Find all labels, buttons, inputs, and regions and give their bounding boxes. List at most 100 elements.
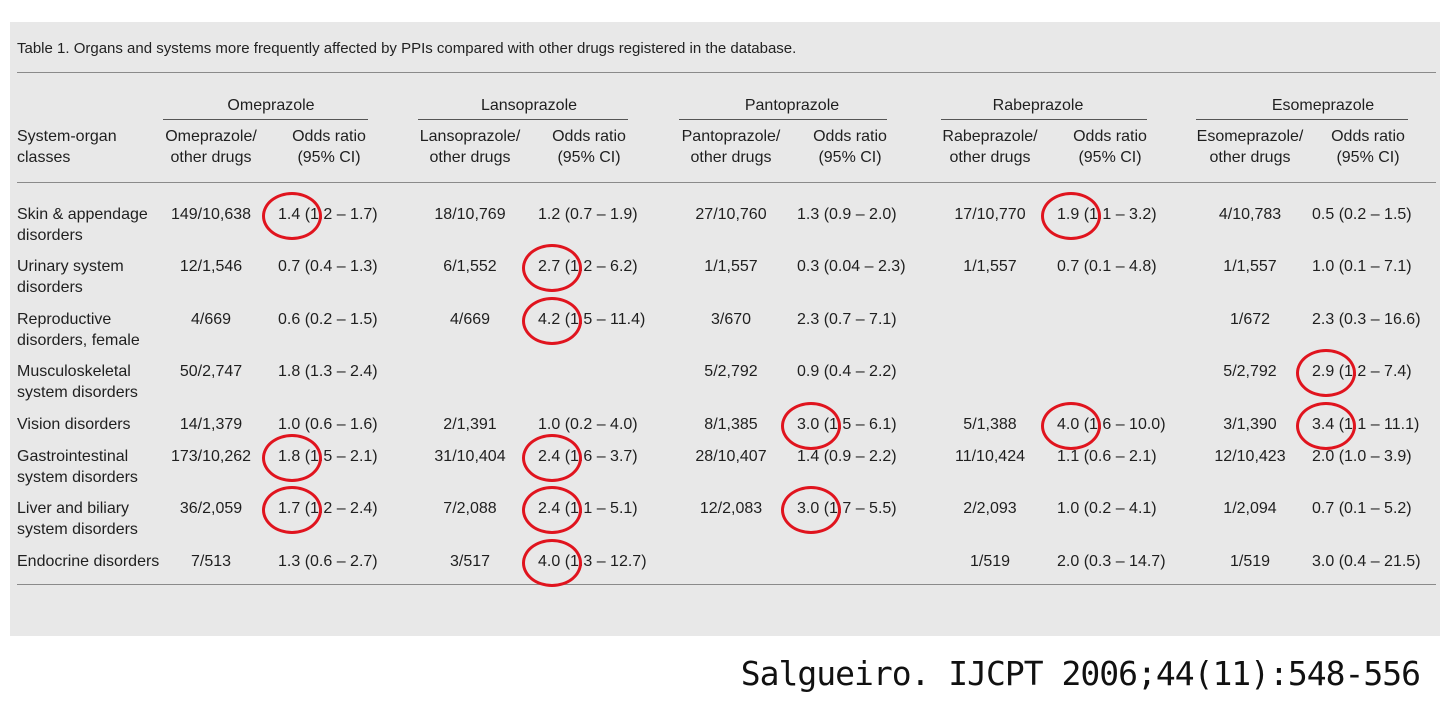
table-cell-count: 5/2,792 [1223, 363, 1277, 380]
table-cell-count: 1/2,094 [1223, 500, 1277, 517]
row-header-line2: classes [17, 149, 71, 166]
table-cell-odds-ratio: 0.6 (0.2 – 1.5) [278, 311, 378, 328]
row-label: Urinary system [17, 258, 124, 275]
column-header: Odds ratio [1331, 128, 1405, 145]
table-cell-count: 5/1,388 [963, 416, 1017, 433]
column-header: (95% CI) [1336, 149, 1400, 166]
table-cell-odds-ratio: 2.0 (1.0 – 3.9) [1312, 448, 1412, 465]
highlight-circle [1041, 402, 1101, 450]
table-cell-odds-ratio: 0.7 (0.1 – 5.2) [1312, 500, 1412, 517]
table-cell-count: 7/2,088 [443, 500, 497, 517]
table-cell-count: 4/669 [449, 311, 491, 328]
table-cell-count: 2/2,093 [963, 500, 1017, 517]
row-header-line1: System-organ [17, 128, 117, 145]
table-cell-odds-ratio: 1.4 (0.9 – 2.2) [797, 448, 897, 465]
column-header: (95% CI) [297, 149, 361, 166]
table-cell-odds-ratio: 1.1 (0.6 – 2.1) [1057, 448, 1157, 465]
highlight-circle [781, 402, 841, 450]
table-cell-odds-ratio: 0.7 (0.4 – 1.3) [278, 258, 378, 275]
highlight-circle [522, 244, 582, 292]
table-cell-count: 14/1,379 [179, 416, 243, 433]
group-header-pantoprazole: Pantoprazole [744, 97, 840, 114]
highlight-circle [262, 434, 322, 482]
table-cell-odds-ratio: 1.0 (0.2 – 4.0) [538, 416, 638, 433]
table-cell-count: 3/517 [449, 553, 491, 570]
column-header: (95% CI) [818, 149, 882, 166]
highlight-circle [1296, 349, 1356, 397]
table-cell-count: 17/10,770 [954, 206, 1026, 223]
group-header-omeprazole: Omeprazole [227, 97, 315, 114]
row-label: Reproductive [17, 311, 112, 328]
table-cell-odds-ratio: 1.3 (0.9 – 2.0) [797, 206, 897, 223]
table-cell-odds-ratio: 3.0 (0.4 – 21.5) [1312, 553, 1421, 570]
column-header: Odds ratio [813, 128, 887, 145]
highlight-circle [781, 486, 841, 534]
table-cell-count: 149/10,638 [170, 206, 252, 223]
row-label: system disorders [17, 469, 138, 486]
highlight-circle [262, 192, 322, 240]
table-cell-count: 36/2,059 [179, 500, 243, 517]
row-label: Gastrointestinal [17, 448, 129, 465]
column-header: (95% CI) [1078, 149, 1142, 166]
column-header: other drugs [170, 149, 252, 166]
table-cell-odds-ratio: 0.7 (0.1 – 4.8) [1057, 258, 1157, 275]
group-underline [941, 119, 1147, 120]
table-panel [10, 22, 1440, 636]
highlight-circle [1296, 402, 1356, 450]
table-cell-count: 12/10,423 [1214, 448, 1286, 465]
column-header: other drugs [1209, 149, 1291, 166]
citation: Salgueiro. IJCPT 2006;44(11):548-556 [740, 654, 1421, 693]
header-rule [17, 182, 1436, 183]
table-cell-count: 12/1,546 [179, 258, 243, 275]
table-cell-count: 1/672 [1229, 311, 1271, 328]
table-cell-count: 7/513 [190, 553, 232, 570]
table-cell-count: 1/519 [969, 553, 1011, 570]
table-cell-count: 12/2,083 [699, 500, 763, 517]
column-header: Omeprazole/ [165, 128, 257, 145]
table-cell-count: 4/10,783 [1218, 206, 1282, 223]
table-cell-odds-ratio: 1.0 (0.6 – 1.6) [278, 416, 378, 433]
highlight-circle [522, 486, 582, 534]
row-label: disorders [17, 279, 83, 296]
table-cell-odds-ratio: 1.0 (0.2 – 4.1) [1057, 500, 1157, 517]
row-label: Musculoskeletal [17, 363, 131, 380]
group-underline [679, 119, 887, 120]
group-header-esomeprazole: Esomeprazole [1271, 97, 1375, 114]
highlight-circle [1041, 192, 1101, 240]
table-cell-odds-ratio: 0.9 (0.4 – 2.2) [797, 363, 897, 380]
highlight-circle [522, 434, 582, 482]
group-header-rabeprazole: Rabeprazole [992, 97, 1084, 114]
table-cell-odds-ratio: 1.3 (0.6 – 2.7) [278, 553, 378, 570]
row-label: Vision disorders [17, 416, 131, 433]
column-header: Pantoprazole/ [681, 128, 781, 145]
column-header: other drugs [429, 149, 511, 166]
column-header: Lansoprazole/ [419, 128, 521, 145]
table-cell-count: 4/669 [190, 311, 232, 328]
table-cell-count: 27/10,760 [695, 206, 767, 223]
table-cell-count: 173/10,262 [170, 448, 252, 465]
row-label: disorders [17, 227, 83, 244]
table-cell-count: 50/2,747 [179, 363, 243, 380]
table-cell-count: 5/2,792 [704, 363, 758, 380]
table-cell-count: 18/10,769 [434, 206, 506, 223]
column-header: other drugs [690, 149, 772, 166]
column-header: Odds ratio [292, 128, 366, 145]
bottom-rule [17, 584, 1436, 585]
column-header: (95% CI) [557, 149, 621, 166]
highlight-circle [522, 297, 582, 345]
row-label: Endocrine disorders [17, 553, 160, 570]
table-cell-odds-ratio: 0.5 (0.2 – 1.5) [1312, 206, 1412, 223]
table-cell-count: 8/1,385 [704, 416, 758, 433]
group-underline [163, 119, 368, 120]
table-cell-odds-ratio: 2.3 (0.7 – 7.1) [797, 311, 897, 328]
row-label: disorders, female [17, 332, 140, 349]
column-header: Odds ratio [1073, 128, 1147, 145]
row-label: system disorders [17, 521, 138, 538]
row-label: Liver and biliary [17, 500, 130, 517]
group-underline [418, 119, 628, 120]
group-header-lansoprazole: Lansoprazole [480, 97, 578, 114]
row-label: system disorders [17, 384, 138, 401]
table-cell-odds-ratio: 2.3 (0.3 – 16.6) [1312, 311, 1421, 328]
table-caption: Table 1. Organs and systems more frequen… [17, 40, 797, 57]
table-cell-count: 28/10,407 [695, 448, 767, 465]
